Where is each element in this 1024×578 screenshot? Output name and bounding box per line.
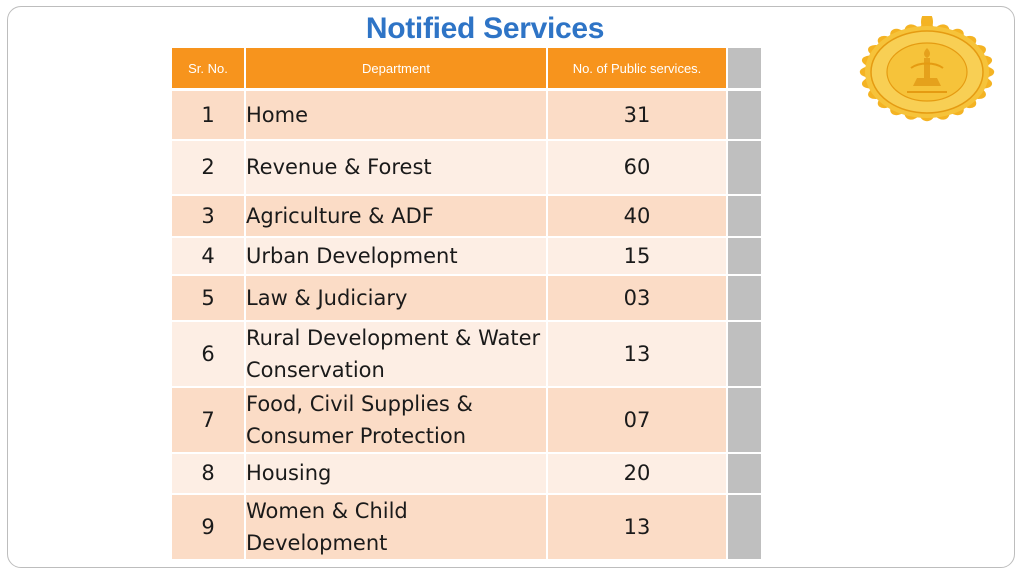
row-endcap bbox=[727, 236, 761, 276]
header-sr-no: Sr. No. bbox=[172, 48, 246, 91]
row-count: 31 bbox=[547, 89, 728, 141]
row-department: Revenue & Forest bbox=[245, 139, 548, 196]
row-count: 13 bbox=[547, 493, 728, 561]
row-department: Food, Civil Supplies & Consumer Protecti… bbox=[245, 386, 548, 454]
header-department: Department bbox=[245, 48, 548, 91]
table-row: 6 Rural Development & Water Conservation… bbox=[172, 320, 761, 388]
row-count: 03 bbox=[547, 274, 728, 322]
table-row: 7 Food, Civil Supplies & Consumer Protec… bbox=[172, 386, 761, 454]
slide-title: Notified Services bbox=[365, 12, 605, 45]
row-count: 13 bbox=[547, 320, 728, 388]
row-count: 07 bbox=[547, 386, 728, 454]
table-row: 4 Urban Development 15 bbox=[172, 236, 761, 276]
table-row: 3 Agriculture & ADF 40 bbox=[172, 194, 761, 238]
notified-services-table: Sr. No. Department No. of Public service… bbox=[172, 48, 761, 561]
row-department: Agriculture & ADF bbox=[245, 194, 548, 238]
row-endcap bbox=[727, 274, 761, 322]
row-sr: 3 bbox=[172, 194, 246, 238]
table-header-row: Sr. No. Department No. of Public service… bbox=[172, 48, 761, 91]
row-sr: 5 bbox=[172, 274, 246, 322]
row-sr: 7 bbox=[172, 386, 246, 454]
row-endcap bbox=[727, 320, 761, 388]
row-department: Law & Judiciary bbox=[245, 274, 548, 322]
row-endcap bbox=[727, 386, 761, 454]
row-endcap bbox=[727, 493, 761, 561]
row-count: 40 bbox=[547, 194, 728, 238]
row-department: Housing bbox=[245, 452, 548, 495]
row-count: 60 bbox=[547, 139, 728, 196]
row-endcap bbox=[727, 139, 761, 196]
row-sr: 4 bbox=[172, 236, 246, 276]
table-row: 9 Women & Child Development 13 bbox=[172, 493, 761, 561]
row-count: 20 bbox=[547, 452, 728, 495]
row-department: Women & Child Development bbox=[245, 493, 548, 561]
slide-frame bbox=[7, 6, 1015, 568]
row-count: 15 bbox=[547, 236, 728, 276]
row-sr: 8 bbox=[172, 452, 246, 495]
row-department: Urban Development bbox=[245, 236, 548, 276]
table-row: 5 Law & Judiciary 03 bbox=[172, 274, 761, 322]
row-endcap bbox=[727, 194, 761, 238]
header-public-services: No. of Public services. bbox=[547, 48, 728, 91]
row-department: Rural Development & Water Conservation bbox=[245, 320, 548, 388]
row-sr: 1 bbox=[172, 89, 246, 141]
table-row: 1 Home 31 bbox=[172, 89, 761, 141]
row-endcap bbox=[727, 89, 761, 141]
row-sr: 6 bbox=[172, 320, 246, 388]
row-endcap bbox=[727, 452, 761, 495]
row-department: Home bbox=[245, 89, 548, 141]
row-sr: 9 bbox=[172, 493, 246, 561]
table-row: 2 Revenue & Forest 60 bbox=[172, 139, 761, 196]
row-sr: 2 bbox=[172, 139, 246, 196]
maharashtra-government-seal-icon bbox=[859, 16, 995, 122]
header-endcap bbox=[727, 48, 761, 91]
table-row: 8 Housing 20 bbox=[172, 452, 761, 495]
